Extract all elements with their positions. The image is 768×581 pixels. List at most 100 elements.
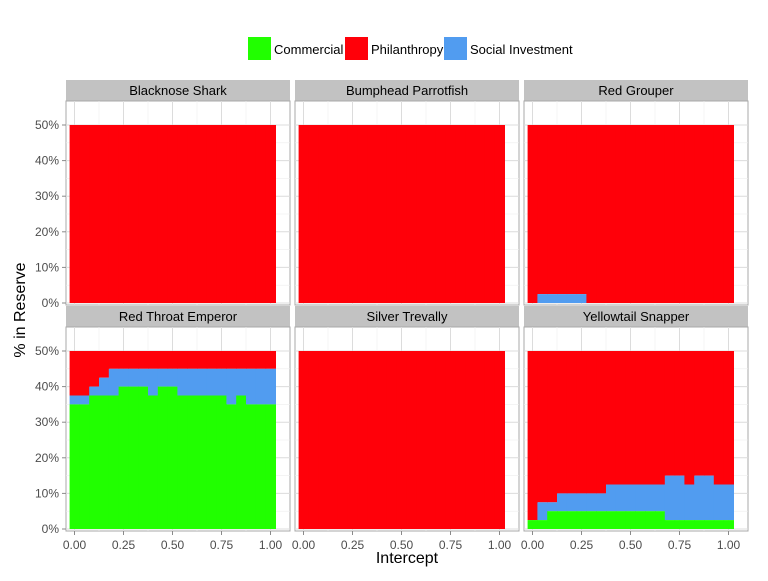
strip-title: Red Throat Emperor — [119, 309, 238, 324]
area-commercial-segment — [79, 404, 90, 529]
area-philanthropy-segment — [177, 125, 188, 303]
strip-title: Silver Trevally — [367, 309, 448, 324]
area-social-segment — [537, 502, 548, 521]
area-philanthropy-segment — [406, 125, 417, 303]
panel-5: Silver Trevally 0.00 0.25 0.50 0.75 1.00 — [292, 306, 520, 552]
area-commercial-segment — [576, 511, 587, 529]
area-philanthropy-segment — [216, 125, 227, 303]
area-philanthropy-segment — [713, 125, 725, 303]
area-commercial-segment — [157, 386, 169, 529]
area-philanthropy-segment — [265, 351, 276, 369]
strip-2 — [295, 80, 519, 101]
x-tick-label: 0.25 — [570, 538, 594, 552]
y-axis-title: % in Reserve — [12, 262, 29, 357]
area-philanthropy-segment — [664, 351, 676, 476]
area-philanthropy-segment — [318, 125, 329, 303]
panel-1: Blacknose Shark 0% 10% 20% 30% 40% 50% — [35, 80, 291, 310]
area-social-segment — [69, 395, 80, 405]
x-axis-title: Intercept — [376, 550, 439, 567]
area-philanthropy-segment — [455, 125, 466, 303]
area-philanthropy-segment — [357, 125, 368, 303]
area-philanthropy-segment — [576, 351, 587, 494]
area-commercial-segment — [69, 404, 80, 529]
area-philanthropy-segment — [684, 351, 695, 485]
area-social-segment — [723, 484, 734, 521]
area-philanthropy-segment — [99, 351, 110, 378]
area-philanthropy-segment — [635, 125, 646, 303]
strip-6 — [524, 306, 748, 327]
area-philanthropy-segment — [396, 125, 407, 303]
area-philanthropy-segment — [494, 125, 505, 303]
panel-2: Bumphead Parrotfish — [294, 80, 520, 306]
y-tick-label: 10% — [35, 486, 59, 500]
y-tick-label: 20% — [35, 225, 59, 239]
x-tick-label: 0.25 — [112, 538, 136, 552]
area-philanthropy-segment — [674, 125, 685, 303]
area-philanthropy-segment — [226, 125, 237, 303]
area-social-segment — [576, 493, 587, 512]
area-philanthropy-segment — [484, 125, 496, 303]
area-philanthropy-segment — [547, 351, 558, 503]
area-commercial-segment — [586, 511, 597, 529]
area-philanthropy-segment — [537, 351, 548, 503]
area-philanthropy-segment — [465, 351, 476, 529]
area-social-segment — [547, 502, 558, 512]
area-commercial-segment — [596, 511, 607, 529]
area-philanthropy-segment — [328, 351, 339, 529]
panel-6: Yellowtail Snapper 0.00 0.25 0.50 0.75 1.00 — [521, 306, 749, 552]
area-social-segment — [148, 368, 159, 396]
x-tick-label: 0.00 — [63, 538, 87, 552]
area-commercial-segment — [625, 511, 636, 529]
strip-title: Bumphead Parrotfish — [346, 83, 468, 98]
area-commercial-segment — [547, 511, 558, 529]
area-social-segment — [216, 368, 227, 396]
area-social-segment — [674, 475, 685, 521]
area-philanthropy-segment — [347, 125, 358, 303]
area-philanthropy-segment — [416, 125, 427, 303]
area-philanthropy-segment — [197, 351, 208, 369]
area-commercial-segment — [246, 404, 257, 529]
panel-3: Red Grouper — [523, 80, 749, 306]
area-philanthropy-segment — [148, 125, 159, 303]
area-social-segment — [655, 484, 666, 512]
area-social-segment — [704, 475, 715, 521]
area-philanthropy-segment — [527, 125, 538, 303]
y-tick-label: 0% — [42, 296, 60, 310]
area-philanthropy-segment — [694, 351, 705, 476]
area-philanthropy-segment — [547, 125, 558, 295]
area-philanthropy-segment — [157, 125, 169, 303]
area-philanthropy-segment — [566, 125, 578, 295]
x-tick-label: 0.50 — [161, 538, 185, 552]
area-commercial-segment — [89, 395, 100, 529]
area-philanthropy-segment — [435, 351, 447, 529]
x-tick-label: 0.00 — [292, 538, 316, 552]
area-commercial-segment — [216, 395, 227, 529]
area-social-segment — [557, 493, 568, 512]
area-philanthropy-segment — [236, 351, 247, 369]
area-philanthropy-segment — [655, 125, 666, 303]
area-philanthropy-segment — [337, 351, 349, 529]
area-philanthropy-segment — [684, 125, 695, 303]
area-philanthropy-segment — [357, 351, 368, 529]
legend-label-commercial: Commercial — [274, 42, 343, 57]
x-tick-label: 1.00 — [717, 538, 741, 552]
area-philanthropy-segment — [606, 125, 617, 303]
area-philanthropy-segment — [655, 351, 666, 485]
strip-title: Red Grouper — [598, 83, 674, 98]
area-philanthropy-segment — [625, 125, 636, 303]
area-philanthropy-segment — [318, 351, 329, 529]
area-commercial-segment — [713, 520, 725, 529]
area-social-segment — [197, 368, 208, 396]
area-philanthropy-segment — [236, 125, 247, 303]
x-tick-label: 0.25 — [341, 538, 365, 552]
area-philanthropy-segment — [377, 125, 388, 303]
area-social-segment — [713, 484, 725, 521]
area-philanthropy-segment — [138, 351, 149, 369]
area-philanthropy-segment — [635, 351, 646, 485]
area-philanthropy-segment — [206, 125, 218, 303]
area-commercial-segment — [206, 395, 218, 529]
area-philanthropy-segment — [128, 125, 139, 303]
area-philanthropy-segment — [596, 351, 607, 494]
area-social-segment — [566, 493, 578, 512]
